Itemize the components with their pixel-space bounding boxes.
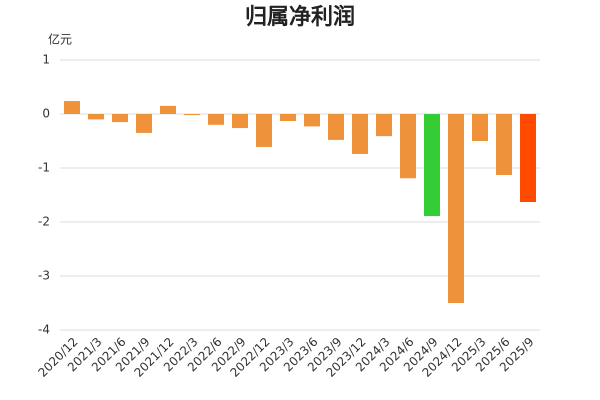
- bar: [496, 114, 512, 176]
- bar: [280, 114, 296, 122]
- y-tick-label: -2: [38, 215, 50, 229]
- y-tick-label: -4: [38, 323, 50, 337]
- chart-title: 归属净利润: [245, 4, 355, 30]
- bar: [136, 114, 152, 133]
- bar: [424, 114, 440, 217]
- bar: [304, 114, 320, 127]
- y-tick-label: 1: [42, 53, 50, 67]
- bar: [328, 114, 344, 140]
- bar: [400, 114, 416, 179]
- bar: [352, 114, 368, 154]
- bar: [448, 114, 464, 303]
- bar: [232, 114, 248, 129]
- bar: [472, 114, 488, 141]
- y-tick-label: 0: [42, 107, 50, 121]
- y-tick-label: -3: [38, 269, 50, 283]
- bar: [160, 105, 176, 114]
- bar: [64, 101, 80, 114]
- bar: [256, 114, 272, 147]
- bar: [520, 114, 536, 203]
- y-axis-unit: 亿元: [48, 32, 72, 47]
- bar: [376, 114, 392, 137]
- bar: [208, 114, 224, 125]
- bar: [88, 114, 104, 120]
- y-tick-label: -1: [38, 161, 50, 175]
- bar: [112, 114, 128, 123]
- bar: [184, 114, 200, 116]
